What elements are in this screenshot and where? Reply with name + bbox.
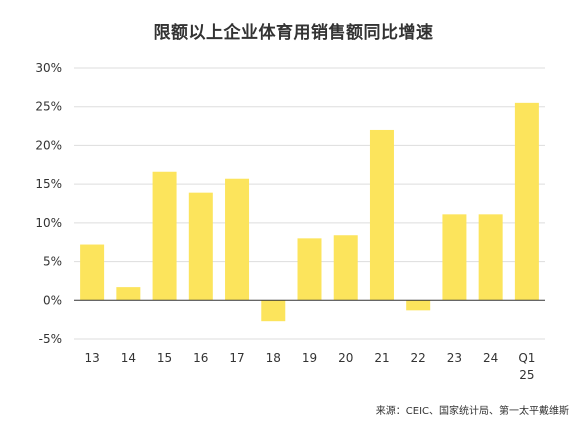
x-tick-label: 21	[374, 351, 389, 365]
y-tick-label: 30%	[35, 61, 62, 75]
bar	[80, 244, 105, 301]
y-tick-label: 5%	[43, 255, 62, 269]
y-axis-ticks: -5% 0% 5% 10% 15% 20% 25% 30%	[35, 61, 62, 346]
bar	[514, 102, 539, 301]
bar	[225, 178, 250, 301]
x-tick-label: 23	[447, 351, 462, 365]
bar	[116, 287, 141, 301]
chart-title: 限额以上企业体育用销售额同比增速	[153, 23, 434, 43]
x-tick-label: 18	[266, 351, 281, 365]
x-tick-label: 19	[302, 351, 317, 365]
x-tick-label: 17	[229, 351, 244, 365]
y-tick-label: 25%	[35, 100, 62, 114]
x-tick-label: Q1	[518, 351, 535, 365]
bars	[80, 102, 539, 322]
x-tick-label: 13	[84, 351, 99, 365]
bar	[442, 214, 467, 301]
x-axis-ticks: 13 14 15 16 17 18 19 20 21 22 23 24 Q1 25	[84, 351, 535, 382]
x-tick-label: 22	[411, 351, 426, 365]
bar	[297, 238, 322, 301]
bar	[406, 300, 431, 311]
source-note: 来源：CEIC、国家统计局、第一太平戴维斯	[375, 406, 569, 417]
bar	[369, 129, 394, 301]
x-tick-label: 16	[193, 351, 208, 365]
bar	[333, 235, 358, 301]
y-tick-label: 20%	[35, 138, 62, 152]
bar	[152, 171, 177, 301]
y-tick-label: 15%	[35, 177, 62, 191]
x-tick-label: 25	[519, 368, 534, 382]
bar	[261, 300, 286, 322]
bar	[478, 214, 503, 301]
y-tick-label: -5%	[39, 332, 62, 346]
y-tick-label: 10%	[35, 216, 62, 230]
x-tick-label: 15	[157, 351, 172, 365]
x-tick-label: 24	[483, 351, 498, 365]
y-tick-label: 0%	[43, 293, 62, 307]
x-tick-label: 14	[121, 351, 136, 365]
x-tick-label: 20	[338, 351, 353, 365]
bar	[188, 192, 213, 301]
